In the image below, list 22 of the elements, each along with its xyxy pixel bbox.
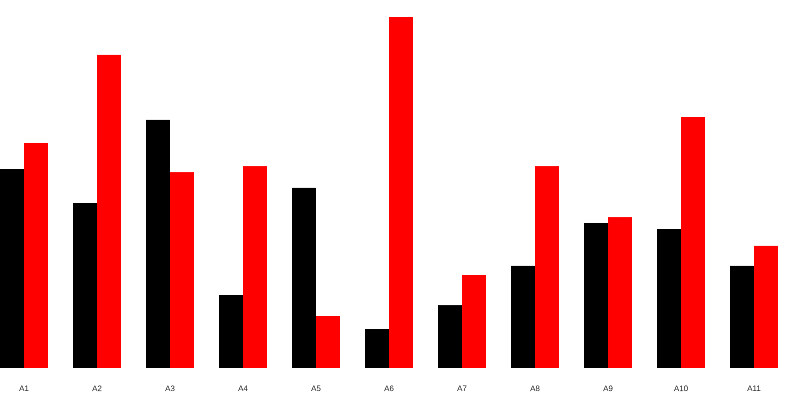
bar [292, 188, 316, 368]
bar [438, 305, 462, 368]
bar [24, 143, 48, 368]
bar [657, 229, 682, 368]
bar [146, 120, 170, 368]
bar [511, 266, 536, 368]
bar [730, 266, 754, 368]
bar [365, 329, 390, 368]
bar [170, 172, 194, 368]
bar [608, 217, 632, 368]
bar [462, 274, 486, 368]
bar [389, 16, 414, 368]
bar [73, 203, 97, 368]
bar [219, 294, 244, 368]
bar [243, 166, 268, 368]
bar [681, 117, 706, 368]
bar [97, 54, 121, 368]
bar [535, 166, 560, 368]
bar [316, 316, 340, 368]
bar [754, 246, 778, 368]
bar [584, 223, 608, 368]
bar [0, 168, 24, 368]
